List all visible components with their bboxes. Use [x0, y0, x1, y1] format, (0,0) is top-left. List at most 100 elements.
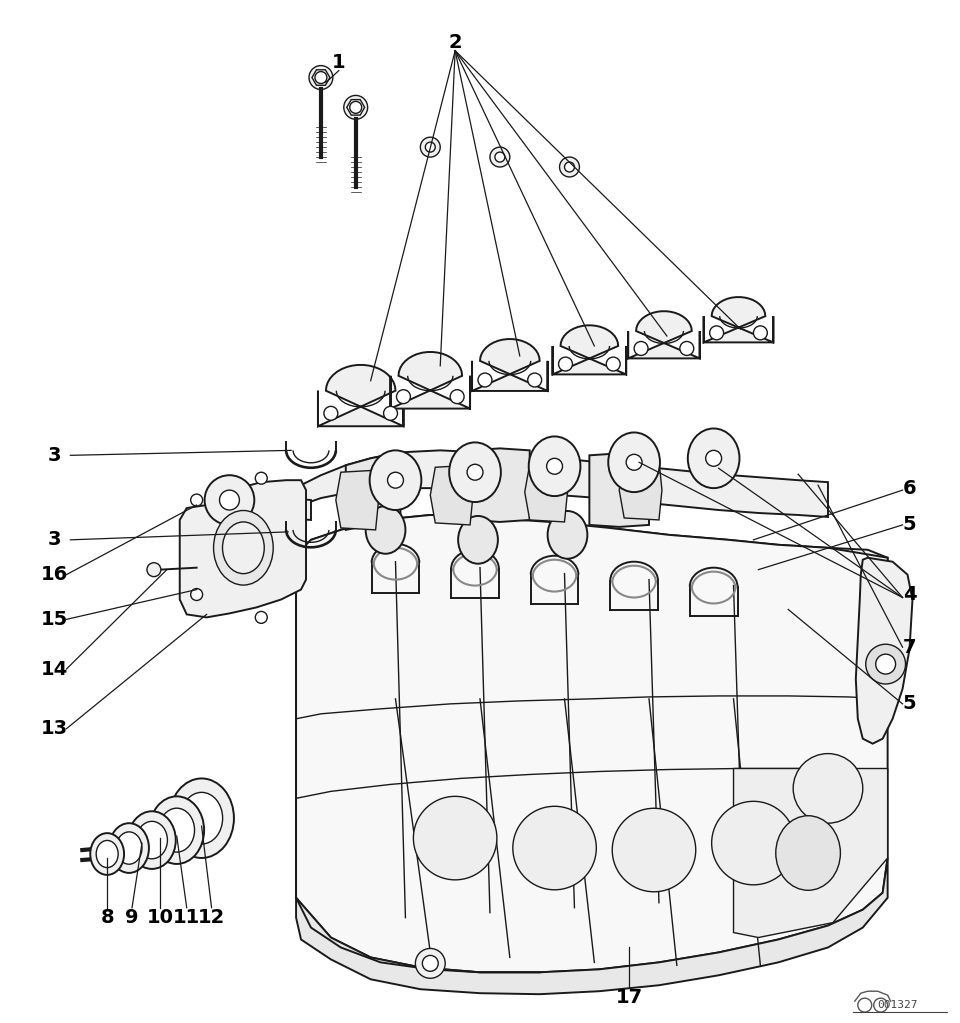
Circle shape — [793, 754, 863, 824]
Circle shape — [478, 373, 492, 387]
Circle shape — [564, 162, 574, 172]
Circle shape — [147, 563, 161, 577]
Circle shape — [204, 476, 254, 525]
Polygon shape — [553, 325, 626, 374]
Ellipse shape — [547, 512, 588, 559]
Ellipse shape — [136, 821, 167, 859]
Circle shape — [866, 644, 905, 684]
Ellipse shape — [687, 429, 739, 488]
Text: 2: 2 — [448, 33, 462, 52]
Polygon shape — [347, 99, 365, 116]
Text: 11: 11 — [173, 908, 201, 927]
Circle shape — [546, 458, 563, 475]
Polygon shape — [704, 297, 774, 343]
Text: 4: 4 — [902, 585, 916, 604]
Ellipse shape — [609, 433, 660, 492]
Text: 1: 1 — [332, 53, 346, 72]
Circle shape — [876, 654, 896, 674]
Ellipse shape — [109, 824, 149, 873]
Ellipse shape — [529, 437, 581, 496]
Polygon shape — [318, 365, 403, 427]
Ellipse shape — [96, 841, 118, 868]
Text: 5: 5 — [902, 516, 916, 534]
Polygon shape — [336, 471, 378, 530]
Polygon shape — [296, 515, 888, 972]
Text: 12: 12 — [198, 908, 226, 927]
Circle shape — [384, 406, 397, 420]
Polygon shape — [470, 448, 530, 522]
Polygon shape — [312, 70, 330, 85]
Polygon shape — [296, 515, 888, 605]
Text: 9: 9 — [125, 908, 139, 927]
Text: 6: 6 — [902, 479, 916, 497]
Circle shape — [513, 806, 596, 890]
Circle shape — [349, 101, 362, 114]
Circle shape — [450, 390, 464, 404]
Circle shape — [560, 158, 580, 177]
Circle shape — [680, 342, 694, 355]
Circle shape — [255, 612, 267, 623]
Polygon shape — [855, 558, 913, 744]
Polygon shape — [619, 460, 662, 520]
Circle shape — [324, 406, 338, 420]
Polygon shape — [296, 858, 888, 994]
Circle shape — [709, 326, 724, 340]
Ellipse shape — [458, 516, 498, 564]
Circle shape — [635, 342, 648, 355]
Text: 5: 5 — [902, 695, 916, 713]
Polygon shape — [430, 465, 473, 525]
Ellipse shape — [366, 506, 405, 553]
Circle shape — [559, 357, 572, 371]
Circle shape — [396, 390, 411, 404]
Text: 13: 13 — [41, 719, 68, 739]
Text: 16: 16 — [41, 565, 68, 584]
Circle shape — [422, 955, 439, 971]
Text: 8: 8 — [101, 908, 114, 927]
Text: 3: 3 — [48, 446, 61, 464]
Circle shape — [711, 801, 795, 885]
Circle shape — [607, 357, 620, 371]
Circle shape — [344, 95, 368, 120]
Ellipse shape — [169, 779, 234, 858]
Circle shape — [706, 450, 722, 466]
Circle shape — [754, 326, 767, 340]
Text: 3: 3 — [48, 530, 61, 549]
Ellipse shape — [449, 442, 501, 502]
Text: 001327: 001327 — [876, 1000, 918, 1010]
Ellipse shape — [180, 793, 223, 844]
Polygon shape — [628, 311, 700, 358]
Circle shape — [388, 473, 403, 488]
Text: 14: 14 — [41, 660, 68, 678]
Polygon shape — [589, 453, 649, 527]
Text: 7: 7 — [902, 637, 916, 657]
Ellipse shape — [159, 808, 195, 852]
Ellipse shape — [128, 811, 176, 869]
Polygon shape — [229, 490, 311, 520]
Polygon shape — [286, 450, 828, 517]
Circle shape — [495, 152, 505, 162]
Polygon shape — [346, 452, 400, 530]
Circle shape — [315, 72, 327, 84]
Ellipse shape — [213, 510, 274, 585]
Polygon shape — [472, 339, 547, 391]
Circle shape — [468, 464, 483, 480]
Text: 17: 17 — [615, 987, 642, 1007]
Circle shape — [255, 473, 267, 484]
Polygon shape — [391, 352, 470, 408]
Polygon shape — [525, 462, 567, 522]
Ellipse shape — [370, 450, 421, 510]
Circle shape — [309, 65, 333, 89]
Text: 10: 10 — [146, 908, 174, 927]
Text: 15: 15 — [41, 610, 68, 629]
Ellipse shape — [90, 833, 124, 875]
Ellipse shape — [116, 832, 142, 864]
Circle shape — [191, 588, 203, 601]
Circle shape — [191, 494, 203, 506]
Ellipse shape — [223, 522, 264, 574]
Circle shape — [490, 147, 510, 167]
Circle shape — [416, 948, 445, 978]
Circle shape — [420, 137, 441, 158]
Circle shape — [626, 454, 642, 471]
Circle shape — [414, 796, 497, 880]
Circle shape — [528, 373, 541, 387]
